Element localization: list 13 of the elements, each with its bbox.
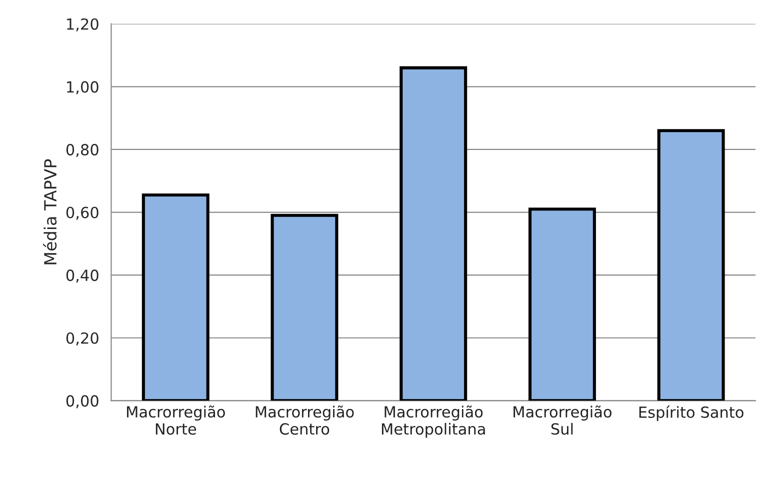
x-tick-label: Macrorregião Sul [514, 406, 612, 435]
x-tick-label: Espírito Santo [639, 406, 744, 421]
x-tick-label: Macrorregião Centro [256, 406, 354, 435]
y-tick-label: 0,80 [66, 144, 98, 158]
y-tick-label: 0,20 [66, 332, 98, 346]
x-tick-label: Macrorregião Metropolitana [382, 406, 485, 438]
y-axis-title: Média TAPVP [43, 159, 57, 264]
y-tick-label: 0,40 [66, 270, 98, 283]
y-tick-label: 1,00 [67, 81, 98, 94]
y-tick-label: 0,60 [66, 206, 98, 220]
x-tick-label: Macrorregião Norte [127, 406, 225, 435]
y-tick-label: 0,00 [66, 395, 98, 408]
y-tick-label: 1,20 [67, 18, 98, 32]
